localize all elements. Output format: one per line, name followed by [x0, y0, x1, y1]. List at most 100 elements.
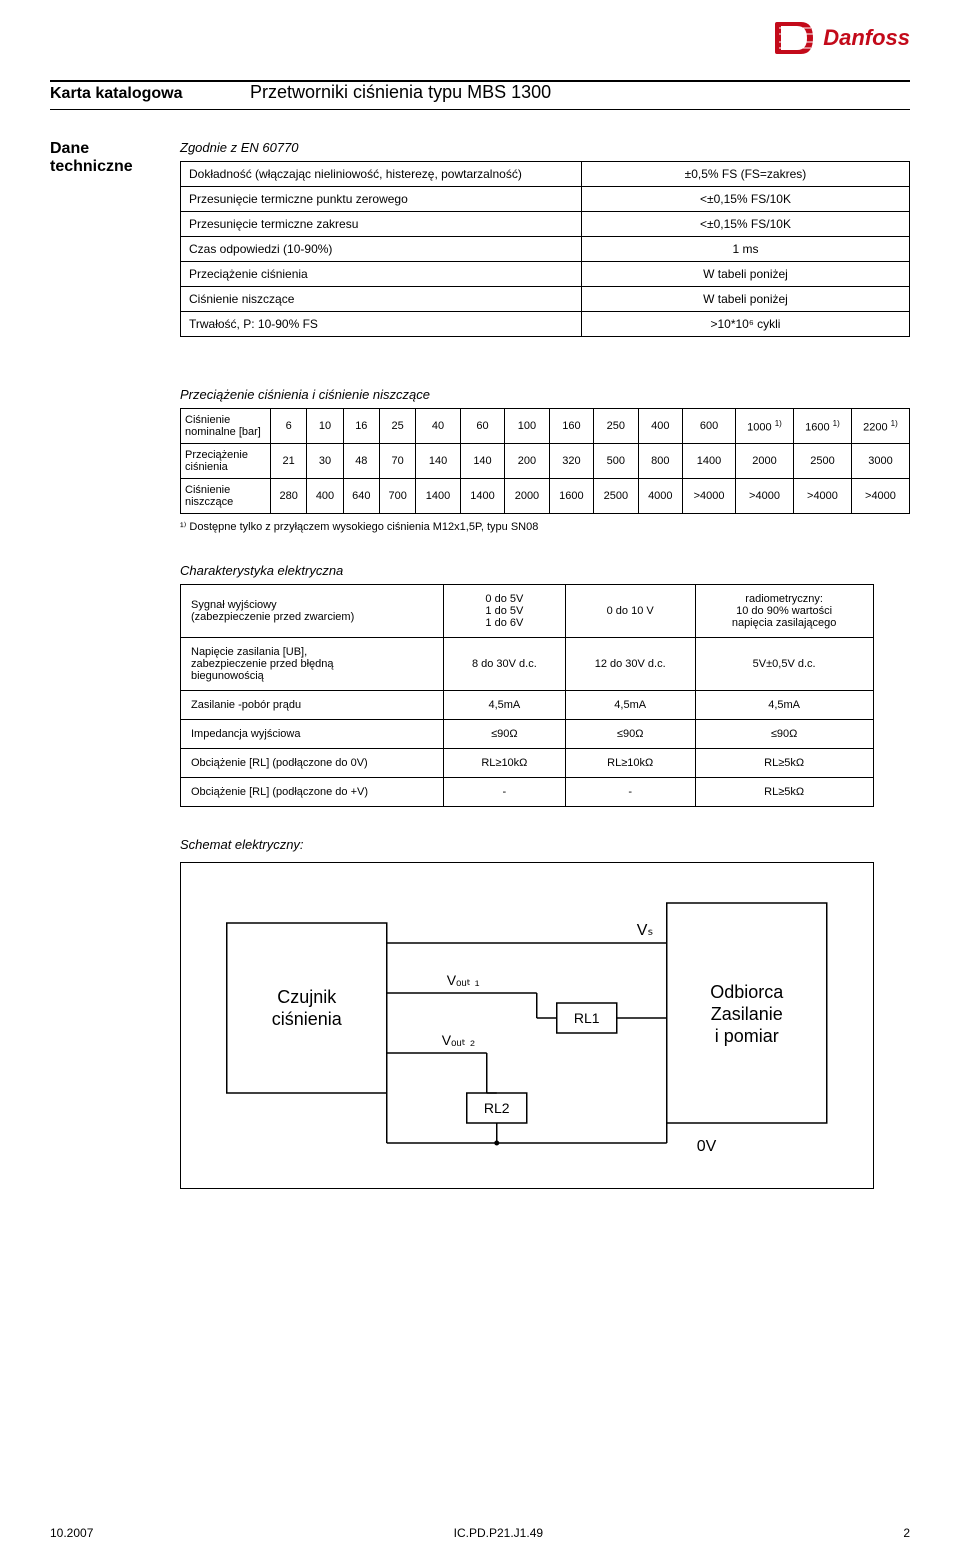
svg-text:Odbiorca: Odbiorca: [710, 982, 784, 1002]
grid-cell: 160: [549, 409, 593, 444]
elec-value-cell: 4,5mA: [695, 691, 873, 720]
grid-cell: 21: [271, 444, 307, 479]
table-row: Obciążenie [RL] (podłączone do +V)--RL≥5…: [181, 778, 874, 807]
spec-label-cell: Przeciążenie ciśnienia: [181, 262, 582, 287]
grid-cell: 2500: [594, 479, 638, 514]
grid-cell: 140: [460, 444, 504, 479]
electrical-table: Sygnał wyjściowy(zabezpieczenie przed zw…: [180, 584, 874, 807]
elec-value-cell: 0 do 5V1 do 5V1 do 6V: [444, 585, 565, 638]
spec-value-cell: W tabeli poniżej: [581, 262, 909, 287]
elec-value-cell: RL≥5kΩ: [695, 778, 873, 807]
grid-cell: 1400: [683, 444, 736, 479]
grid-cell: 1400: [416, 479, 460, 514]
table-row: Przeciążenie ciśnienia213048701401402003…: [181, 444, 910, 479]
grid-cell: 250: [594, 409, 638, 444]
grid-cell: 70: [379, 444, 415, 479]
spec-value-cell: >10*10⁶ cykli: [581, 312, 909, 337]
spec-label-cell: Przesunięcie termiczne zakresu: [181, 212, 582, 237]
elec-label-cell: Zasilanie -pobór prądu: [181, 691, 444, 720]
doc-type-label: Karta katalogowa: [50, 85, 250, 103]
grid-cell: 40: [416, 409, 460, 444]
grid-cell: >4000: [793, 479, 851, 514]
grid-cell: >4000: [851, 479, 909, 514]
grid-rowhead-cell: Przeciążenie ciśnienia: [181, 444, 271, 479]
subheading-electrical: Charakterystyka elektryczna: [180, 563, 910, 578]
grid-rowhead-cell: Ciśnienie nominalne [bar]: [181, 409, 271, 444]
spec-value-cell: <±0,15% FS/10K: [581, 212, 909, 237]
spec-value-cell: <±0,15% FS/10K: [581, 187, 909, 212]
grid-cell: 700: [379, 479, 415, 514]
grid-cell: 60: [460, 409, 504, 444]
svg-text:0V: 0V: [697, 1138, 717, 1155]
brand-logo: Danfoss: [773, 20, 910, 56]
grid-cell: 600: [683, 409, 736, 444]
table-row: Impedancja wyjściowa≤90Ω≤90Ω≤90Ω: [181, 720, 874, 749]
spec-value-cell: ±0,5% FS (FS=zakres): [581, 162, 909, 187]
subheading-schematic: Schemat elektryczny:: [180, 837, 910, 852]
grid-cell: 25: [379, 409, 415, 444]
spec-label-cell: Czas odpowiedzi (10-90%): [181, 237, 582, 262]
grid-cell: 2000: [505, 479, 549, 514]
header-rule-bottom: [50, 109, 910, 110]
grid-cell: 4000: [638, 479, 682, 514]
grid-cell: 2000: [736, 444, 794, 479]
subheading-en60770: Zgodnie z EN 60770: [180, 140, 910, 155]
table-row: Przesunięcie termiczne zakresu<±0,15% FS…: [181, 212, 910, 237]
table-row: Przeciążenie ciśnieniaW tabeli poniżej: [181, 262, 910, 287]
grid-cell: 1600: [549, 479, 593, 514]
table-row: Sygnał wyjściowy(zabezpieczenie przed zw…: [181, 585, 874, 638]
footnote-1: ¹⁾ Dostępne tylko z przyłączem wysokiego…: [180, 520, 910, 533]
grid-cell: 3000: [851, 444, 909, 479]
spec-label-cell: Przesunięcie termiczne punktu zerowego: [181, 187, 582, 212]
elec-label-cell: Napięcie zasilania [UB],zabezpieczenie p…: [181, 638, 444, 691]
grid-cell: 30: [307, 444, 343, 479]
table-row: Dokładność (włączając nieliniowość, hist…: [181, 162, 910, 187]
table-row: Zasilanie -pobór prądu4,5mA4,5mA4,5mA: [181, 691, 874, 720]
grid-cell: 500: [594, 444, 638, 479]
svg-text:RL1: RL1: [574, 1010, 600, 1026]
svg-text:Vₒᵤₜ ₁: Vₒᵤₜ ₁: [447, 972, 480, 988]
svg-text:Zasilanie: Zasilanie: [711, 1004, 783, 1024]
footer-date: 10.2007: [50, 1526, 93, 1540]
doc-title: Przetworniki ciśnienia typu MBS 1300: [250, 82, 551, 103]
spec-label-cell: Ciśnienie niszczące: [181, 287, 582, 312]
svg-text:i pomiar: i pomiar: [715, 1026, 779, 1046]
table-row: Obciążenie [RL] (podłączone do 0V)RL≥10k…: [181, 749, 874, 778]
grid-cell: 280: [271, 479, 307, 514]
table-row: Ciśnienie niszczące280400640700140014002…: [181, 479, 910, 514]
grid-cell: 140: [416, 444, 460, 479]
elec-value-cell: 5V±0,5V d.c.: [695, 638, 873, 691]
grid-cell: 10: [307, 409, 343, 444]
elec-value-cell: 4,5mA: [565, 691, 695, 720]
logo-mark-icon: [773, 20, 817, 56]
svg-text:Vₒᵤₜ ₂: Vₒᵤₜ ₂: [442, 1032, 475, 1048]
svg-text:ciśnienia: ciśnienia: [272, 1009, 343, 1029]
elec-value-cell: ≤90Ω: [565, 720, 695, 749]
grid-cell: 800: [638, 444, 682, 479]
schematic-diagram: Czujnik ciśnienia Odbiorca Zasilanie i p…: [180, 862, 874, 1189]
section-heading-tech-data: Dane techniczne: [50, 140, 170, 176]
elec-value-cell: 4,5mA: [444, 691, 565, 720]
svg-text:Vₛ: Vₛ: [637, 922, 654, 939]
elec-label-cell: Obciążenie [RL] (podłączone do 0V): [181, 749, 444, 778]
grid-cell: 100: [505, 409, 549, 444]
spec-label-cell: Dokładność (włączając nieliniowość, hist…: [181, 162, 582, 187]
elec-value-cell: ≤90Ω: [444, 720, 565, 749]
table-row: Napięcie zasilania [UB],zabezpieczenie p…: [181, 638, 874, 691]
grid-cell: >4000: [683, 479, 736, 514]
spec-value-cell: W tabeli poniżej: [581, 287, 909, 312]
footer-page: 2: [903, 1526, 910, 1540]
grid-cell: 48: [343, 444, 379, 479]
grid-cell: 16: [343, 409, 379, 444]
elec-label-cell: Sygnał wyjściowy(zabezpieczenie przed zw…: [181, 585, 444, 638]
grid-rowhead-cell: Ciśnienie niszczące: [181, 479, 271, 514]
grid-cell: 1600 1): [793, 409, 851, 444]
table-row: Przesunięcie termiczne punktu zerowego<±…: [181, 187, 910, 212]
grid-cell: 2200 1): [851, 409, 909, 444]
grid-cell: 1000 1): [736, 409, 794, 444]
grid-cell: 400: [307, 479, 343, 514]
grid-cell: >4000: [736, 479, 794, 514]
grid-cell: 6: [271, 409, 307, 444]
svg-text:Czujnik: Czujnik: [277, 987, 337, 1007]
spec-value-cell: 1 ms: [581, 237, 909, 262]
